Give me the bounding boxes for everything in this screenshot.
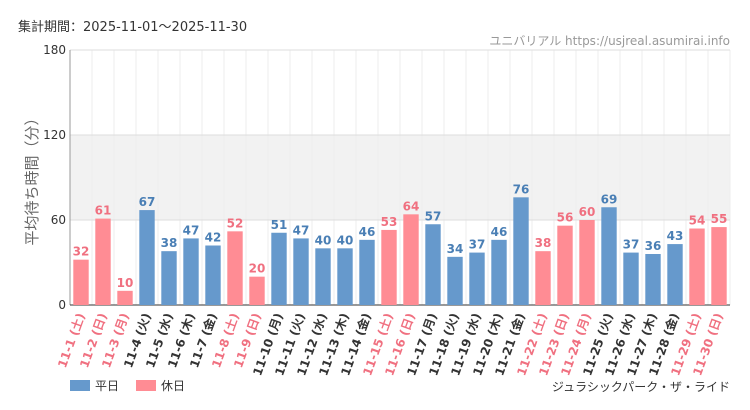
bar[interactable]: [293, 238, 309, 305]
data-label: 76: [513, 182, 530, 196]
data-label: 46: [491, 225, 508, 239]
bar[interactable]: [645, 254, 661, 305]
data-label: 37: [623, 238, 640, 252]
bar[interactable]: [359, 239, 375, 305]
y-tick-label: 180: [43, 43, 66, 57]
attraction-name: ジュラシックパーク・ザ・ライド: [552, 380, 730, 394]
bar[interactable]: [183, 238, 199, 305]
y-tick-label: 120: [43, 128, 66, 142]
bar[interactable]: [579, 220, 595, 305]
data-label: 40: [315, 233, 332, 247]
bar[interactable]: [535, 251, 551, 305]
bar[interactable]: [557, 225, 573, 305]
data-label: 46: [359, 225, 376, 239]
data-label: 56: [557, 211, 574, 225]
data-label: 67: [139, 195, 156, 209]
bar[interactable]: [667, 244, 683, 305]
data-label: 47: [183, 223, 200, 237]
bar[interactable]: [139, 210, 155, 305]
data-label: 38: [161, 236, 178, 250]
legend-swatch: [70, 380, 90, 391]
y-tick-label: 60: [51, 213, 66, 227]
bar[interactable]: [249, 276, 265, 305]
bar[interactable]: [271, 232, 287, 305]
bar[interactable]: [689, 228, 705, 306]
data-label: 51: [271, 218, 288, 232]
bar[interactable]: [491, 239, 507, 305]
data-label: 57: [425, 209, 442, 223]
bar[interactable]: [469, 252, 485, 305]
bar[interactable]: [315, 248, 331, 305]
bar[interactable]: [95, 218, 111, 305]
bar[interactable]: [623, 252, 639, 305]
legend-swatch: [136, 380, 156, 391]
bar[interactable]: [513, 197, 529, 305]
bar[interactable]: [425, 224, 441, 305]
data-label: 20: [249, 262, 266, 276]
data-label: 36: [645, 239, 662, 253]
y-tick-label: 0: [58, 298, 66, 312]
legend-label: 休日: [161, 379, 185, 393]
bar[interactable]: [711, 227, 727, 305]
data-label: 61: [95, 204, 112, 218]
legend: 平日 休日: [70, 379, 185, 393]
data-label: 47: [293, 223, 310, 237]
data-label: 42: [205, 231, 222, 245]
data-label: 32: [73, 245, 90, 259]
source-label[interactable]: ユニバリアル https://usjreal.asumirai.info: [489, 34, 730, 48]
data-label: 10: [117, 276, 134, 290]
y-axis-label: 平均待ち時間（分）: [23, 110, 41, 245]
bar[interactable]: [117, 290, 133, 305]
data-label: 40: [337, 233, 354, 247]
data-label: 38: [535, 236, 552, 250]
legend-label: 平日: [95, 379, 119, 393]
period-label: 集計期間：2025-11-01〜2025-11-30: [18, 19, 247, 35]
data-label: 34: [447, 242, 464, 256]
data-label: 53: [381, 215, 398, 229]
bar[interactable]: [403, 214, 419, 305]
bar[interactable]: [227, 231, 243, 305]
data-label: 55: [711, 212, 728, 226]
data-label: 64: [403, 199, 420, 213]
bar[interactable]: [161, 251, 177, 305]
bar[interactable]: [205, 245, 221, 306]
data-label: 52: [227, 216, 244, 230]
data-label: 37: [469, 238, 486, 252]
data-label: 69: [601, 192, 618, 206]
bar[interactable]: [447, 256, 463, 305]
bar[interactable]: [601, 207, 617, 305]
data-label: 60: [579, 205, 596, 219]
bar[interactable]: [381, 229, 397, 305]
data-label: 54: [689, 214, 706, 228]
bar[interactable]: [337, 248, 353, 305]
bar[interactable]: [73, 259, 89, 305]
data-label: 43: [667, 229, 684, 243]
